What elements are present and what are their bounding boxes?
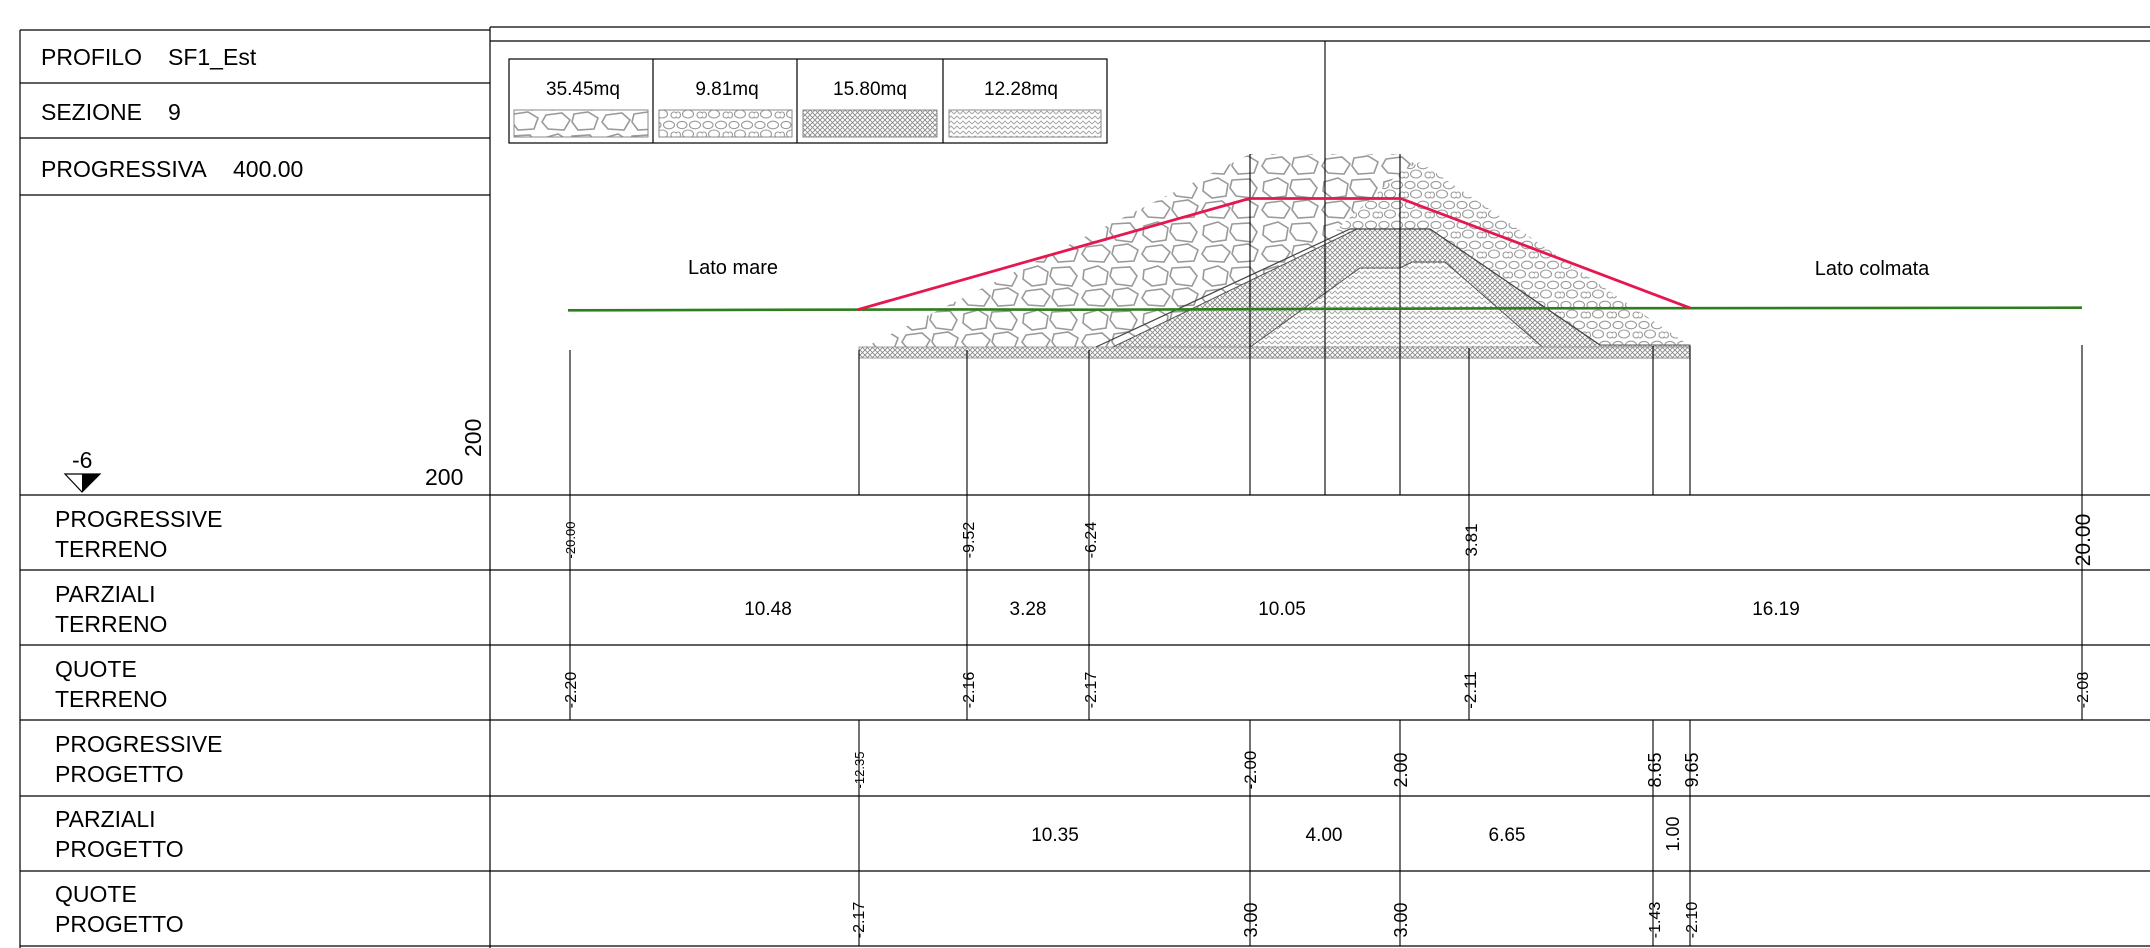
ground-profile-line [567,306,2083,312]
horizontal-scale: 200 [425,464,463,490]
row-label-progressive-progetto-2: PROGETTO [55,761,184,787]
vertical-reference-lines [569,41,2083,495]
table-row-labels: PROGRESSIVE TERRENO PARZIALI TERRENO QUO… [55,506,222,937]
table-ticks [569,495,2083,946]
row-label-quote-progetto-2: PROGETTO [55,911,184,937]
progressiva-label: PROGRESSIVA [41,156,207,182]
project-profile-line [857,197,1691,312]
row-label-quote-progetto-1: QUOTE [55,881,137,907]
quote-terreno-value: -2.08 [2075,672,2092,709]
prog-progetto-value: -12.35 [852,752,867,789]
sezione-label: SEZIONE [41,99,142,125]
vertical-scale: 200 [460,419,486,457]
header-block: PROFILO SF1_Est SEZIONE 9 PROGRESSIVA 40… [41,44,303,182]
row-label-parziali-progetto-1: PARZIALI [55,806,156,832]
prog-terreno-value: -6.24 [1083,522,1100,559]
row-label-progressive-terreno-2: TERRENO [55,536,167,562]
row-label-parziali-terreno-2: TERRENO [55,611,167,637]
parz-progetto-value: 10.35 [1031,825,1079,846]
quote-progetto-value: -1.43 [1647,902,1664,939]
quote-terreno-value: -2.16 [961,672,978,709]
legend-area-3: 15.80mq [833,79,907,100]
quote-progetto-value: -2.17 [851,902,868,939]
row-label-progressive-terreno-1: PROGRESSIVE [55,506,222,532]
row-label-quote-terreno-1: QUOTE [55,656,137,682]
legend-area-4: 12.28mq [984,79,1058,100]
sezione-value: 9 [168,99,181,125]
legend-swatch-crosshatch [802,109,938,138]
quote-progetto-value: 3.00 [1391,902,1411,937]
parz-terreno-value: 16.19 [1752,599,1800,620]
prog-progetto-value: 2.00 [1391,752,1411,787]
lato-mare-label: Lato mare [688,257,778,279]
legend-swatch-rocks-small [658,109,793,138]
parz-terreno-value: 3.28 [1010,599,1047,620]
quote-progetto-value: 3.00 [1241,902,1261,937]
parz-terreno-value: 10.05 [1258,599,1306,620]
legend-frame [508,58,1108,144]
legend-area-2: 9.81mq [695,79,758,100]
base-layer [858,346,1691,359]
legend-swatch-rocks-large [513,109,649,138]
parz-progetto-value: 1.00 [1663,816,1683,851]
row-label-progressive-progetto-1: PROGRESSIVE [55,731,222,757]
row-label-parziali-terreno-1: PARZIALI [55,581,156,607]
quote-terreno-value: -2.17 [1083,672,1100,709]
legend: 35.45mq 9.81mq 15.80mq 12.28mq [508,58,1108,144]
prog-progetto-value: 8.65 [1645,752,1665,787]
table-values: -20.00 -9.52 -6.24 3.81 20.00 10.48 3.28… [563,514,2095,939]
prog-progetto-value: -2.00 [1241,751,1260,790]
prog-terreno-value: -20.00 [563,522,578,559]
profilo-value: SF1_Est [168,44,257,70]
profilo-label: PROFILO [41,44,142,70]
quote-terreno-value: -2.20 [563,672,580,709]
parz-progetto-value: 4.00 [1306,825,1343,846]
prog-terreno-value: -9.52 [961,522,978,559]
prog-terreno-value: 20.00 [2072,514,2095,567]
legend-swatch-chevron [948,109,1102,138]
prog-progetto-value: 9.65 [1682,752,1702,787]
row-label-quote-terreno-2: TERRENO [55,686,167,712]
lato-colmata-label: Lato colmata [1815,258,1930,280]
scale-block: 200 200 -6 [63,419,486,493]
section-profile: Lato mare Lato colmata [567,41,2083,495]
legend-area-1: 35.45mq [546,79,620,100]
quote-progetto-value: -2.10 [1684,902,1701,939]
datum-marker-fill [82,474,100,492]
quote-terreno-value: -2.11 [1461,671,1480,709]
row-label-parziali-progetto-2: PROGETTO [55,836,184,862]
progressiva-value: 400.00 [233,156,303,182]
frame [19,26,2150,948]
prog-terreno-value: 3.81 [1462,523,1481,556]
parz-progetto-value: 6.65 [1489,825,1526,846]
parz-terreno-value: 10.48 [744,599,792,620]
datum-value: -6 [72,447,92,473]
